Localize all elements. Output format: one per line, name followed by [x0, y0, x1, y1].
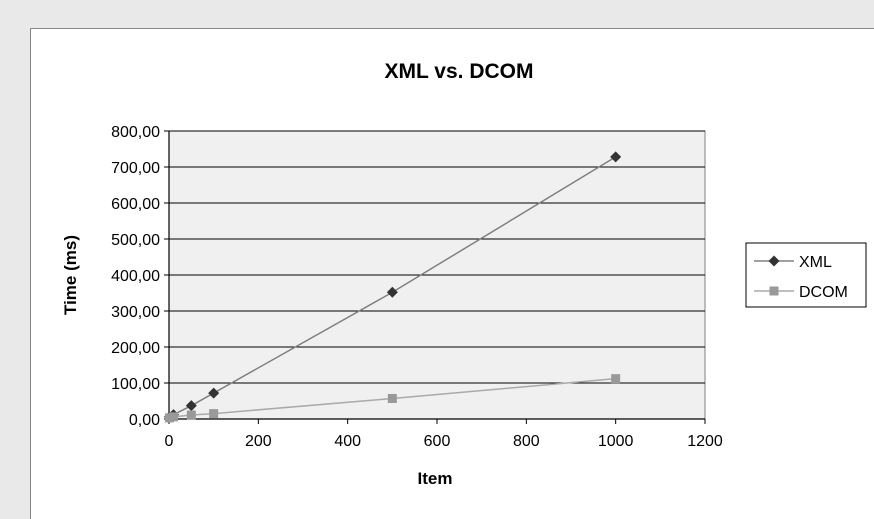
- series-xml-point: [185, 400, 197, 412]
- y-tick-label: 600,00: [111, 196, 160, 213]
- y-tick-label: 300,00: [111, 304, 160, 321]
- chart-title: XML vs. DCOM: [385, 60, 534, 83]
- y-tick-label: 0,00: [129, 412, 160, 429]
- chart-area: XML vs. DCOM 0,00 100,00 200,00 300,00 400,0…: [30, 28, 874, 519]
- legend: XML DCOM: [745, 242, 867, 308]
- series-dcom: [164, 374, 621, 423]
- x-tick-label: 400: [334, 433, 361, 450]
- series-dcom-point: [387, 393, 397, 403]
- y-axis-title: Time (ms): [61, 235, 80, 315]
- x-tick-label: 600: [424, 433, 451, 450]
- y-tick-label: 200,00: [111, 340, 160, 357]
- x-tick-label: 1000: [598, 433, 634, 450]
- series-dcom-point: [611, 374, 621, 384]
- legend-dcom-label: DCOM: [799, 284, 848, 301]
- y-tick-label: 400,00: [111, 268, 160, 285]
- y-tick-label: 500,00: [111, 232, 160, 249]
- legend-xml-label: XML: [799, 254, 832, 271]
- x-axis-ticks: 0 200 400 600 800 1000 1200: [165, 419, 723, 450]
- y-axis-ticks: 0,00 100,00 200,00 300,00 400,00 500,00 600,00…: [111, 124, 169, 429]
- legend-xml-marker: [768, 255, 780, 267]
- x-tick-label: 0: [165, 433, 174, 450]
- x-tick-label: 200: [245, 433, 272, 450]
- series-dcom-point: [168, 412, 178, 422]
- x-tick-label: 1200: [687, 433, 723, 450]
- y-tick-label: 100,00: [111, 376, 160, 393]
- series-xml-point: [386, 286, 398, 298]
- y-tick-label: 800,00: [111, 124, 160, 141]
- y-tick-label: 700,00: [111, 160, 160, 177]
- x-tick-label: 800: [513, 433, 540, 450]
- x-axis-title: Item: [418, 469, 453, 488]
- series-dcom-point: [209, 409, 219, 419]
- series-layer: [163, 151, 622, 423]
- chart-svg: XML vs. DCOM 0,00 100,00 200,00 300,00 400,0…: [61, 60, 867, 488]
- legend-dcom-marker: [769, 286, 779, 296]
- series-xml-point: [208, 387, 220, 399]
- series-xml-point: [610, 151, 622, 163]
- legend-box: [745, 242, 867, 308]
- series-dcom-point: [186, 410, 196, 420]
